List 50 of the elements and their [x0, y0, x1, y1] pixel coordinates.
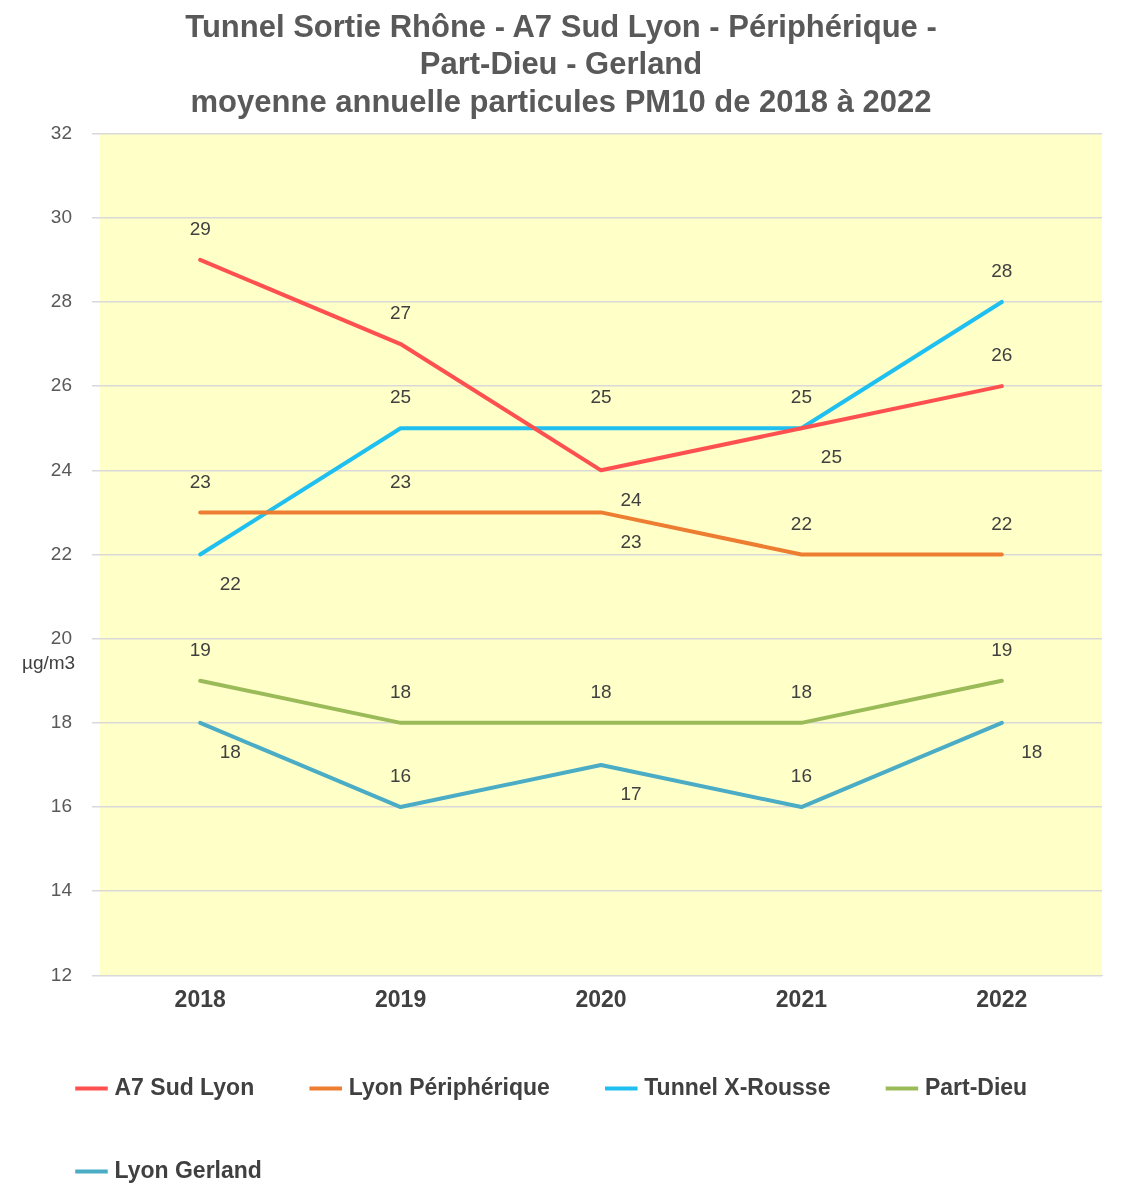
data-label: 19	[991, 639, 1013, 660]
text: Tunnel Sortie Rhône - A7 Sud Lyon - Périphérique -	[185, 9, 937, 45]
data-label: 16	[790, 765, 812, 787]
data-label: 22	[790, 512, 812, 534]
legend-label: Lyon Périphérique	[348, 1073, 550, 1100]
data-label: 18	[1021, 741, 1043, 763]
data-label: 26	[991, 344, 1013, 366]
data-label: 29	[189, 218, 211, 240]
legend-label: A7 Sud Lyon	[114, 1073, 255, 1100]
y-tick-label: 20	[50, 626, 72, 648]
legend-label: Lyon Gerland	[114, 1156, 262, 1183]
y-tick-label: 32	[50, 121, 72, 143]
data-label: 25	[820, 446, 842, 468]
text: moyenne annuelle particules PM10 de 2018 à 2022	[190, 83, 932, 119]
data-label: 23	[189, 470, 211, 492]
data-label: 19	[189, 639, 211, 660]
text: Part-Dieu - Gerland	[419, 46, 703, 82]
y-tick-label: 14	[50, 879, 73, 901]
data-label: 28	[991, 260, 1013, 282]
data-label: 27	[390, 302, 412, 324]
y-axis-title: µg/m3	[22, 652, 76, 674]
y-tick-label: 18	[50, 711, 72, 733]
data-label: 23	[390, 470, 412, 492]
data-label: 23	[620, 530, 642, 552]
y-tick-label: 24	[50, 458, 73, 480]
x-tick-label: 2021	[775, 985, 828, 1012]
data-label: 17	[620, 783, 642, 805]
y-tick-label: 22	[50, 542, 72, 564]
x-tick-label: 2018	[174, 985, 226, 1012]
data-label: 22	[991, 512, 1013, 534]
data-label: 16	[390, 765, 412, 787]
data-label: 24	[620, 488, 642, 510]
data-label: 18	[790, 681, 812, 703]
legend-label: Tunnel X-Rousse	[644, 1073, 831, 1100]
data-label: 25	[790, 386, 812, 408]
y-tick-label: 12	[50, 963, 72, 985]
y-tick-label: 28	[50, 290, 72, 312]
data-label: 18	[390, 681, 412, 703]
legend-label: Part-Dieu	[924, 1073, 1028, 1100]
y-tick-label: 30	[50, 206, 72, 228]
x-tick-label: 2020	[575, 985, 627, 1012]
data-label: 18	[219, 741, 241, 763]
x-tick-label: 2019	[375, 985, 427, 1012]
data-label: 22	[219, 572, 241, 594]
y-tick-label: 26	[50, 374, 72, 396]
data-label: 25	[590, 386, 612, 408]
y-tick-label: 16	[50, 795, 72, 817]
x-tick-label: 2022	[976, 985, 1028, 1012]
data-label: 25	[390, 386, 412, 408]
data-label: 18	[590, 681, 612, 703]
